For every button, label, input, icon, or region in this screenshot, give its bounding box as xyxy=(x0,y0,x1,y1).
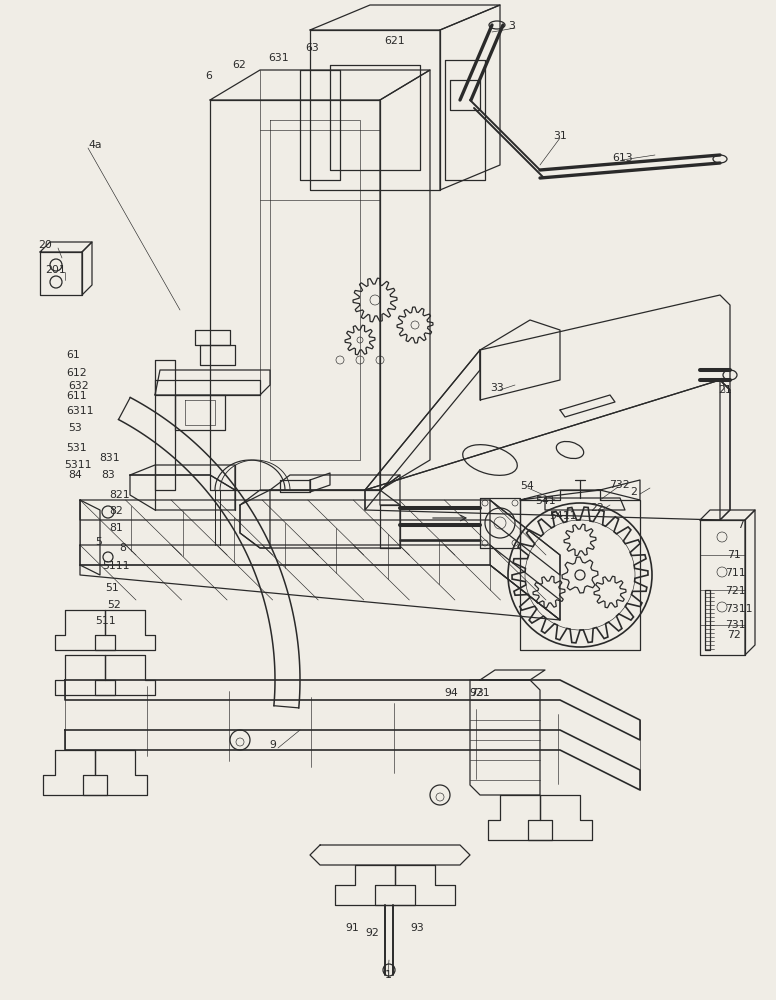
Text: 611: 611 xyxy=(66,391,87,401)
Text: 721: 721 xyxy=(725,586,746,596)
Text: 821: 821 xyxy=(109,490,130,500)
Text: 63: 63 xyxy=(305,43,319,53)
Text: 2: 2 xyxy=(630,487,637,497)
Text: 9: 9 xyxy=(269,740,276,750)
Text: 732: 732 xyxy=(609,480,629,490)
Text: 8: 8 xyxy=(119,543,126,553)
Text: 53: 53 xyxy=(68,423,81,433)
Text: 5311: 5311 xyxy=(64,460,92,470)
Text: 21: 21 xyxy=(718,385,732,395)
Text: 6: 6 xyxy=(205,71,212,81)
Text: 31: 31 xyxy=(553,131,566,141)
Text: 33: 33 xyxy=(490,383,504,393)
Text: 92: 92 xyxy=(365,928,379,938)
Text: 511: 511 xyxy=(95,616,116,626)
Text: 731: 731 xyxy=(725,620,746,630)
Text: 72: 72 xyxy=(727,630,741,640)
Text: 94: 94 xyxy=(444,688,458,698)
Text: 7311: 7311 xyxy=(725,604,753,614)
Text: 711: 711 xyxy=(725,568,746,578)
Text: 54: 54 xyxy=(520,481,534,491)
Text: 531: 531 xyxy=(66,443,87,453)
Text: 831: 831 xyxy=(99,453,120,463)
Text: 5411: 5411 xyxy=(549,511,577,521)
Text: 5: 5 xyxy=(95,537,102,547)
Text: 93: 93 xyxy=(410,923,424,933)
Text: 201: 201 xyxy=(45,265,66,275)
Text: 613: 613 xyxy=(612,153,632,163)
Text: 82: 82 xyxy=(109,506,123,516)
Text: 631: 631 xyxy=(268,53,289,63)
Text: 71: 71 xyxy=(727,550,741,560)
Text: 91: 91 xyxy=(345,923,359,933)
Text: 3: 3 xyxy=(508,21,514,31)
Text: 541: 541 xyxy=(535,496,556,506)
Text: 51: 51 xyxy=(105,583,119,593)
Text: 62: 62 xyxy=(232,60,246,70)
Text: 52: 52 xyxy=(107,600,121,610)
Text: 22: 22 xyxy=(590,503,604,513)
Text: 621: 621 xyxy=(384,36,404,46)
Text: 612: 612 xyxy=(66,368,87,378)
Text: 83: 83 xyxy=(101,470,115,480)
Text: 81: 81 xyxy=(109,523,123,533)
Text: 632: 632 xyxy=(68,381,88,391)
Text: 7: 7 xyxy=(737,520,744,530)
Text: 73: 73 xyxy=(470,688,483,698)
Text: 4a: 4a xyxy=(88,140,102,150)
Text: 1: 1 xyxy=(385,970,391,980)
Text: 20: 20 xyxy=(38,240,52,250)
Text: 61: 61 xyxy=(66,350,80,360)
Text: 921: 921 xyxy=(469,688,490,698)
Text: 6311: 6311 xyxy=(66,406,93,416)
Text: 5111: 5111 xyxy=(102,561,130,571)
Text: 84: 84 xyxy=(68,470,81,480)
